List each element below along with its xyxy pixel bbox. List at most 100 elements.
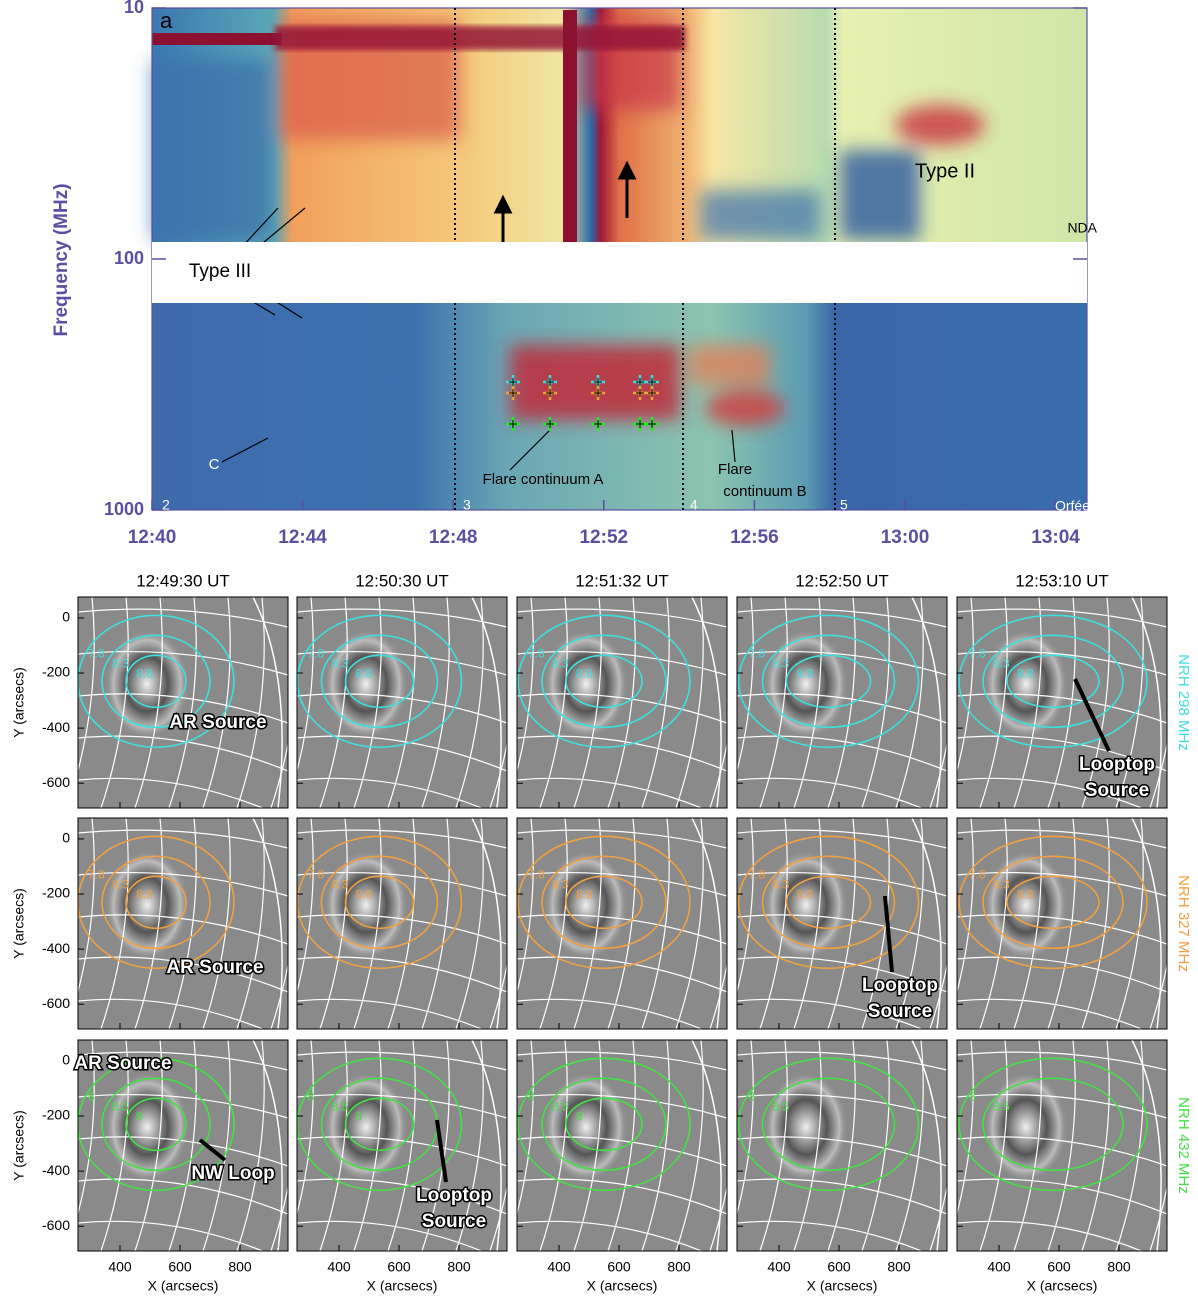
- annotation: Type III: [189, 261, 251, 282]
- note: AR Source: [166, 957, 263, 978]
- contour-label: 8.3: [773, 656, 790, 670]
- note-leader: [883, 895, 894, 973]
- contour-label: 8.8: [356, 887, 373, 901]
- cross-core: [546, 389, 554, 397]
- contour-label: 7.8: [969, 867, 986, 881]
- grid-curve: [517, 608, 727, 628]
- contour-label: 8: [749, 1089, 756, 1103]
- note: AR Source: [169, 712, 266, 733]
- grid-curve: [737, 1136, 947, 1167]
- map-panel: 7.8 8.3 8.8: [297, 818, 507, 1029]
- contour-label: 7.8: [969, 646, 986, 660]
- x-tick-label: 400: [547, 1259, 571, 1275]
- contour-label: 7.8: [308, 867, 325, 881]
- grid-curve: [353, 818, 382, 1029]
- grid-curve: [297, 1136, 507, 1167]
- contour-label: 8.3: [773, 877, 790, 891]
- grid-curve: [297, 829, 507, 849]
- contour: [565, 654, 643, 709]
- grid-curve: [100, 1040, 129, 1251]
- contour: [541, 1077, 667, 1172]
- x-axis-label: X (arcsecs): [367, 1278, 438, 1294]
- limb: [471, 818, 502, 1029]
- contour: [737, 614, 920, 749]
- active-region: [105, 1072, 189, 1183]
- grid-curve: [709, 1184, 727, 1251]
- contour-label: 8.5: [332, 1099, 349, 1113]
- contour: [78, 835, 235, 970]
- map-frame: [736, 1039, 948, 1252]
- map-panel: 88.59: [297, 1040, 507, 1251]
- x-tick-label: 12:44: [278, 527, 327, 548]
- contour-label: 8.8: [576, 666, 593, 680]
- grid-curve: [539, 818, 568, 1029]
- limb: [252, 597, 283, 808]
- contour-label: 7.8: [749, 867, 766, 881]
- active-region: [324, 629, 408, 740]
- map-frame: [736, 596, 948, 809]
- grid-curve: [297, 1093, 507, 1119]
- receiver-label: NDA: [1067, 220, 1097, 236]
- contour-label: 8.8: [1017, 887, 1034, 901]
- grid-curve: [861, 597, 890, 808]
- note: Source: [422, 1211, 486, 1232]
- grid-curve: [957, 693, 1167, 724]
- cross-core: [546, 378, 554, 386]
- x-tick-label: 800: [447, 1259, 471, 1275]
- map-panel: 7.8 8.3 8.8: [957, 818, 1167, 1029]
- limb: [691, 597, 722, 808]
- grid-curve: [929, 741, 947, 808]
- active-region: [984, 1072, 1068, 1183]
- grid-curve: [957, 597, 974, 773]
- grid-curve: [319, 818, 348, 1029]
- contour: [958, 1057, 1148, 1192]
- note: Looptop: [1079, 754, 1155, 775]
- active-region: [764, 850, 848, 961]
- grid-curve: [297, 1051, 507, 1071]
- contour: [125, 1097, 187, 1152]
- note-leader: [1073, 678, 1111, 752]
- y-tick-label: 0: [62, 609, 70, 625]
- y-tick-label: 10: [124, 0, 144, 17]
- limb: [911, 597, 942, 808]
- contour: [761, 855, 896, 950]
- grid-curve: [1149, 741, 1167, 808]
- contour: [982, 634, 1124, 729]
- y-tick-label: -200: [42, 885, 70, 901]
- contour-label: 8.3: [552, 877, 569, 891]
- contour: [785, 654, 872, 709]
- contour-label: 8.8: [797, 666, 814, 680]
- grid-curve: [489, 1184, 507, 1251]
- contour-label: 8.8: [136, 666, 153, 680]
- grid-curve: [517, 597, 534, 773]
- grid-curve: [607, 818, 636, 1029]
- grid-curve: [793, 597, 822, 808]
- x-tick-label: 12:56: [730, 527, 779, 548]
- map-frame: [956, 596, 1168, 809]
- map-frame: [736, 817, 948, 1030]
- contour: [737, 835, 920, 970]
- x-tick-label: 400: [767, 1259, 791, 1275]
- contour-label: 7.8: [528, 646, 545, 660]
- grid-curve: [539, 1040, 568, 1251]
- y-tick-label: 0: [62, 1052, 70, 1068]
- grid-curve: [1013, 818, 1042, 1029]
- grid-curve: [737, 914, 947, 945]
- grid-curve: [134, 818, 163, 1029]
- note-leader: [435, 1119, 448, 1183]
- grid-curve: [78, 829, 288, 849]
- map-frame: [77, 817, 289, 1030]
- grid-curve: [957, 608, 1167, 628]
- contour: [565, 875, 643, 930]
- y-tick-label: -600: [42, 1217, 70, 1233]
- grid-curve: [387, 597, 416, 808]
- grid-curve: [489, 962, 507, 1029]
- grid-curve: [737, 956, 947, 993]
- contour-label: 7.8: [528, 867, 545, 881]
- limb: [911, 818, 942, 1029]
- grid-curve: [202, 597, 231, 808]
- contour: [125, 875, 187, 930]
- grid-curve: [957, 1051, 1167, 1071]
- limb: [1131, 597, 1162, 808]
- annotation: Flare: [718, 461, 752, 478]
